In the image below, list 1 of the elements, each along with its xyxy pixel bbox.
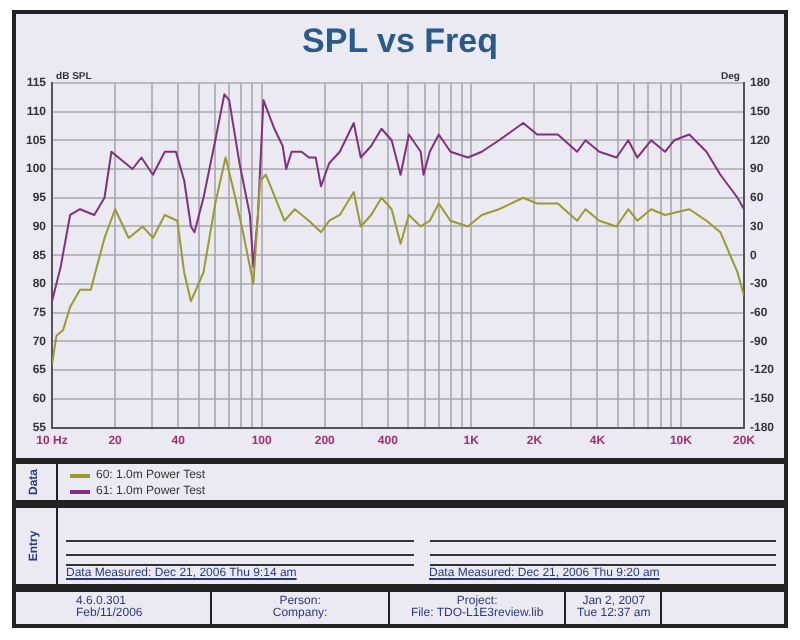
chart-title: SPL vs Freq	[302, 21, 498, 60]
